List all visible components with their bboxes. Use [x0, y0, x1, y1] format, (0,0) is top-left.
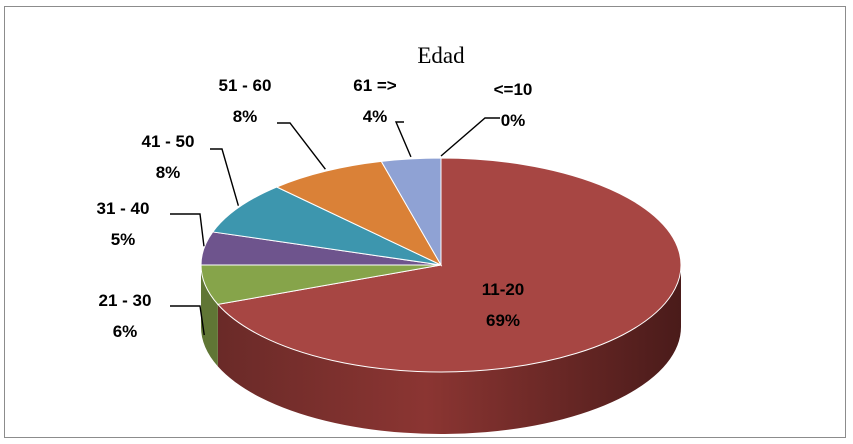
slice-5 — [275, 160, 443, 267]
data-labels: <=10 0% 11-20 69% 21 - 30 6% 31 - 40 5% 41 - 50 8… — [97, 76, 533, 341]
label-value-2: 6% — [113, 322, 138, 341]
leader-4 — [210, 148, 240, 206]
label-category-0: <=10 — [494, 80, 533, 99]
pie-sides — [201, 265, 681, 434]
slice-side-2 — [201, 265, 218, 367]
label-value-4: 8% — [156, 163, 181, 182]
label-leaders — [170, 117, 500, 336]
label-value-0: 0% — [501, 111, 526, 130]
slice-4 — [211, 186, 442, 266]
leader-3 — [170, 213, 205, 247]
leader-0 — [440, 117, 500, 157]
leader-6 — [394, 121, 412, 158]
label-value-3: 5% — [111, 230, 136, 249]
slice-side-1 — [217, 265, 681, 434]
label-category-6: 61 => — [353, 76, 397, 95]
label-category-2: 21 - 30 — [99, 291, 152, 310]
label-category-1: 11-20 — [482, 280, 525, 299]
label-category-3: 31 - 40 — [97, 199, 150, 218]
pie-slices — [200, 157, 682, 373]
slice-6 — [380, 157, 442, 267]
chart-title: Edad — [417, 43, 465, 68]
label-value-1: 69% — [486, 311, 520, 330]
label-value-6: 4% — [363, 107, 388, 126]
label-value-5: 8% — [233, 107, 258, 126]
label-category-5: 51 - 60 — [219, 76, 272, 95]
slice-1 — [216, 157, 682, 373]
leader-5 — [277, 122, 326, 170]
label-category-4: 41 - 50 — [142, 132, 195, 151]
leader-2 — [170, 305, 205, 336]
